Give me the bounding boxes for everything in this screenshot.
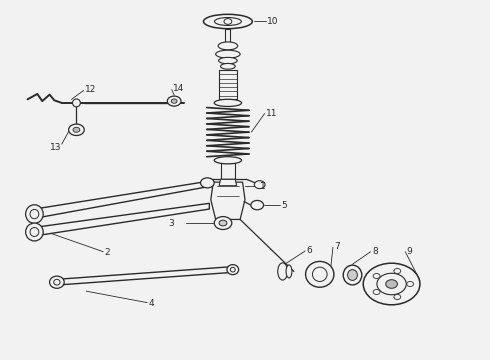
- Text: 6: 6: [307, 246, 312, 255]
- Circle shape: [394, 269, 401, 274]
- Ellipse shape: [227, 265, 239, 275]
- Text: 14: 14: [173, 84, 185, 93]
- Circle shape: [373, 289, 380, 294]
- Text: 7: 7: [334, 242, 340, 251]
- Text: 1: 1: [260, 182, 266, 191]
- Ellipse shape: [220, 63, 235, 69]
- Ellipse shape: [73, 99, 80, 107]
- Ellipse shape: [25, 223, 43, 241]
- Circle shape: [377, 273, 406, 295]
- Ellipse shape: [30, 228, 39, 237]
- Ellipse shape: [214, 99, 242, 107]
- Text: 10: 10: [267, 17, 278, 26]
- Circle shape: [254, 181, 265, 189]
- Polygon shape: [219, 179, 237, 186]
- Ellipse shape: [215, 18, 242, 26]
- Polygon shape: [225, 29, 230, 42]
- Ellipse shape: [230, 267, 235, 272]
- Polygon shape: [219, 70, 237, 99]
- Polygon shape: [211, 182, 245, 220]
- Text: 9: 9: [407, 247, 413, 256]
- Ellipse shape: [54, 279, 60, 285]
- Ellipse shape: [49, 276, 64, 288]
- Circle shape: [363, 263, 420, 305]
- Polygon shape: [32, 181, 209, 219]
- Ellipse shape: [306, 261, 334, 287]
- Circle shape: [394, 294, 401, 300]
- Circle shape: [386, 280, 397, 288]
- Text: 4: 4: [149, 299, 154, 308]
- Text: 12: 12: [85, 85, 97, 94]
- Circle shape: [407, 282, 414, 287]
- Ellipse shape: [30, 210, 39, 219]
- Text: 5: 5: [282, 201, 288, 210]
- Circle shape: [373, 274, 380, 279]
- Ellipse shape: [218, 42, 238, 50]
- Ellipse shape: [286, 265, 292, 278]
- Ellipse shape: [219, 57, 237, 64]
- Circle shape: [251, 201, 264, 210]
- Ellipse shape: [214, 157, 242, 164]
- Ellipse shape: [313, 267, 327, 282]
- Ellipse shape: [347, 270, 357, 280]
- Circle shape: [214, 217, 232, 229]
- Ellipse shape: [203, 14, 252, 29]
- Circle shape: [219, 220, 227, 226]
- Polygon shape: [220, 163, 235, 179]
- Text: 8: 8: [372, 247, 378, 256]
- Circle shape: [167, 96, 181, 106]
- Circle shape: [69, 124, 84, 135]
- Polygon shape: [32, 203, 209, 236]
- Text: 13: 13: [49, 143, 61, 152]
- Ellipse shape: [216, 50, 240, 58]
- Text: 3: 3: [169, 219, 174, 228]
- Text: 11: 11: [266, 109, 277, 118]
- Ellipse shape: [343, 265, 362, 285]
- Ellipse shape: [278, 263, 288, 280]
- Circle shape: [73, 127, 80, 132]
- Circle shape: [224, 19, 232, 24]
- Polygon shape: [57, 267, 230, 285]
- Circle shape: [200, 178, 214, 188]
- Ellipse shape: [25, 205, 43, 224]
- Circle shape: [171, 99, 177, 103]
- Text: 2: 2: [105, 248, 110, 257]
